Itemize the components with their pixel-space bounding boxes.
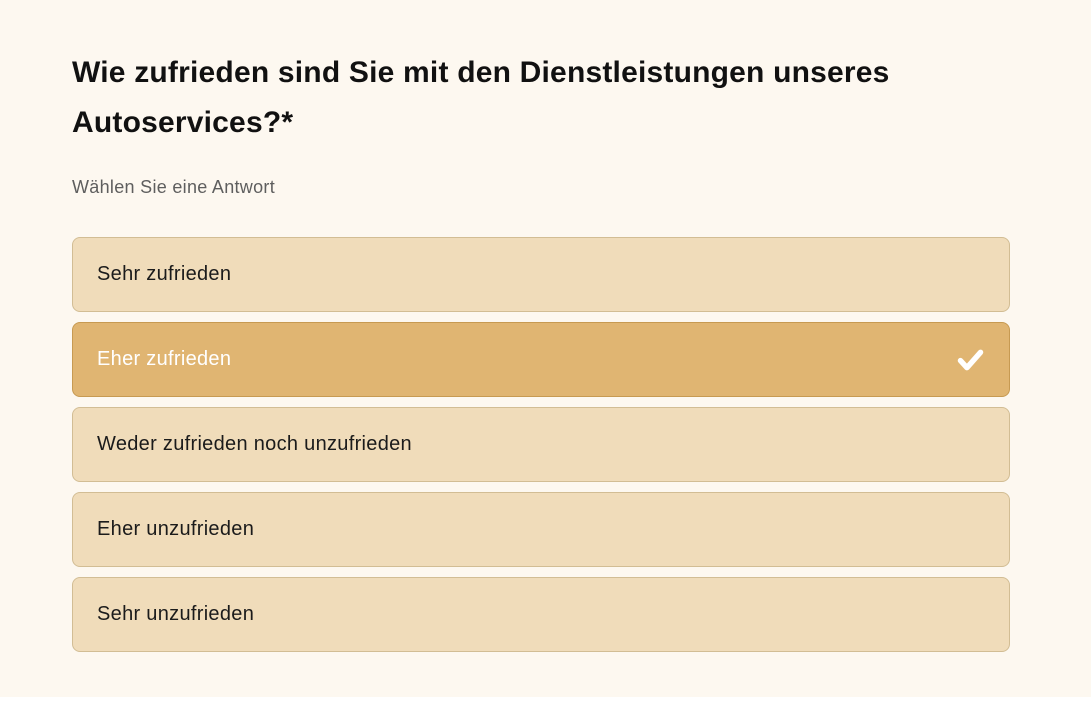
question-title: Wie zufrieden sind Sie mit den Dienstlei… — [72, 56, 890, 139]
answer-option-label: Sehr unzufrieden — [97, 603, 255, 625]
answer-option-4[interactable]: Eher unzufrieden — [72, 492, 1010, 567]
answer-options-list: Sehr zufrieden Eher zufrieden Weder zufrie… — [72, 237, 1010, 652]
question-instruction: Wählen Sie eine Antwort — [72, 177, 276, 197]
answer-option-label: Weder zufrieden noch unzufrieden — [97, 433, 412, 455]
check-icon — [956, 347, 985, 373]
answer-option-label: Eher zufrieden — [97, 348, 232, 370]
survey-question-block: Wie zufrieden sind Sie mit den Dienstlei… — [72, 48, 1010, 662]
bottom-strip — [0, 697, 1091, 711]
answer-option-label: Sehr zufrieden — [97, 263, 232, 285]
answer-option-5[interactable]: Sehr unzufrieden — [72, 577, 1010, 652]
answer-option-label: Eher unzufrieden — [97, 518, 255, 540]
answer-option-1[interactable]: Sehr zufrieden — [72, 237, 1010, 312]
answer-option-3[interactable]: Weder zufrieden noch unzufrieden — [72, 407, 1010, 482]
answer-option-2[interactable]: Eher zufrieden — [72, 322, 1010, 397]
